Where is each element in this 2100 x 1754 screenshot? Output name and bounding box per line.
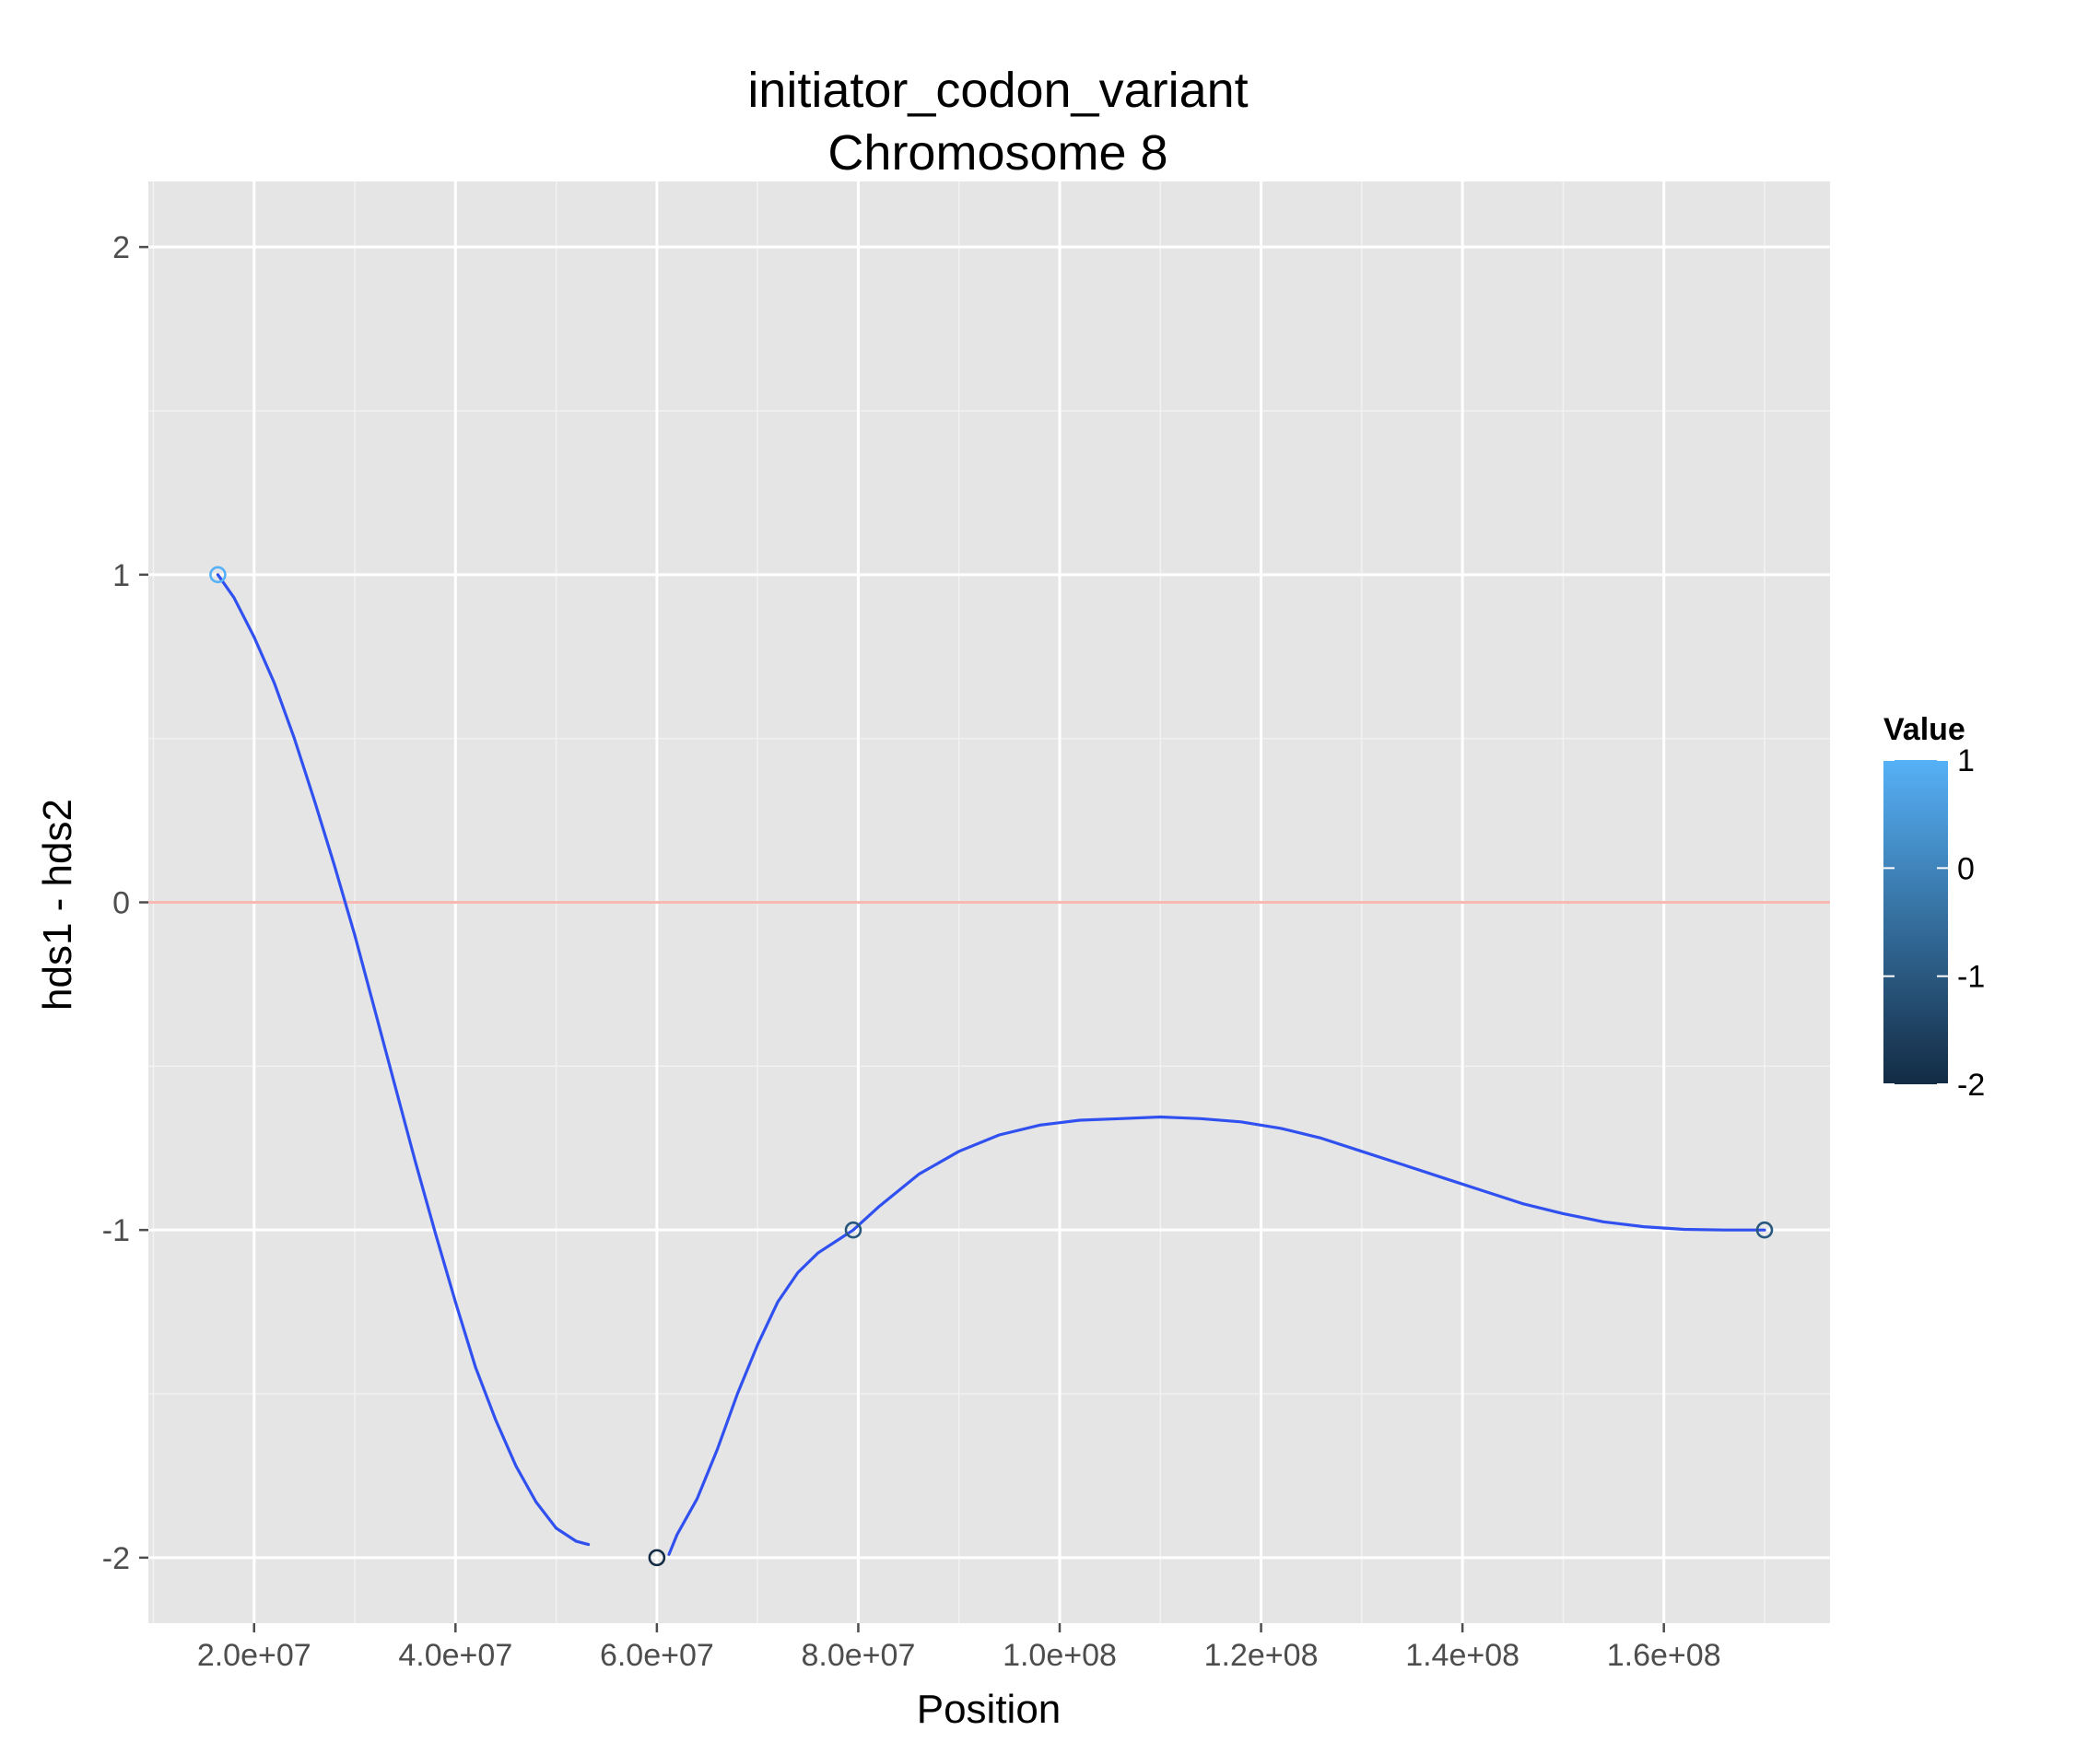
- legend-colorbar: [1883, 760, 1948, 1084]
- x-tick-label: 6.0e+07: [600, 1638, 714, 1673]
- data-point: [209, 566, 227, 584]
- legend-label: 0: [1957, 851, 1975, 886]
- chart-title: initiator_codon_variant: [747, 63, 1248, 118]
- data-point: [844, 1221, 862, 1239]
- legend-label: -1: [1957, 960, 1985, 995]
- x-tick-label: 1.0e+08: [1003, 1638, 1117, 1673]
- smooth-line-series: [216, 573, 1766, 1556]
- x-tick-label: 4.0e+07: [398, 1638, 512, 1673]
- chart-subtitle: Chromosome 8: [827, 125, 1167, 181]
- legend-label: -2: [1957, 1068, 1985, 1103]
- legend-ticks: 1 0 -1 -2: [1883, 743, 1985, 1103]
- legend-title: Value: [1883, 712, 1965, 747]
- data-point: [648, 1549, 666, 1567]
- y-tick-label: 0: [112, 886, 130, 921]
- x-axis: 2.0e+07 4.0e+07 6.0e+07 8.0e+07 1.0e+08 1.2e+…: [197, 1623, 1721, 1673]
- legend-label: 1: [1957, 743, 1975, 778]
- x-tick-label: 1.6e+08: [1607, 1638, 1721, 1673]
- x-tick-label: 1.2e+08: [1204, 1638, 1319, 1673]
- y-tick-label: 2: [112, 230, 130, 265]
- smooth-line-segment-2: [667, 1115, 1766, 1556]
- plot-panel: [148, 181, 1830, 1623]
- y-tick-label: -2: [102, 1541, 130, 1576]
- y-tick-label: 1: [112, 558, 130, 593]
- legend: Value 1 0 -1 -2: [1883, 712, 1985, 1103]
- x-tick-label: 2.0e+07: [197, 1638, 311, 1673]
- y-tick-label: -1: [102, 1213, 130, 1248]
- x-axis-title: Position: [917, 1687, 1062, 1732]
- data-points: [209, 566, 1774, 1567]
- x-tick-label: 1.4e+08: [1405, 1638, 1519, 1673]
- y-axis: -2 -1 0 1 2: [102, 230, 148, 1576]
- x-tick-label: 8.0e+07: [802, 1638, 916, 1673]
- data-point: [1755, 1221, 1774, 1239]
- y-axis-title: hds1 - hds2: [35, 799, 80, 1011]
- smooth-line-segment-1: [216, 573, 591, 1547]
